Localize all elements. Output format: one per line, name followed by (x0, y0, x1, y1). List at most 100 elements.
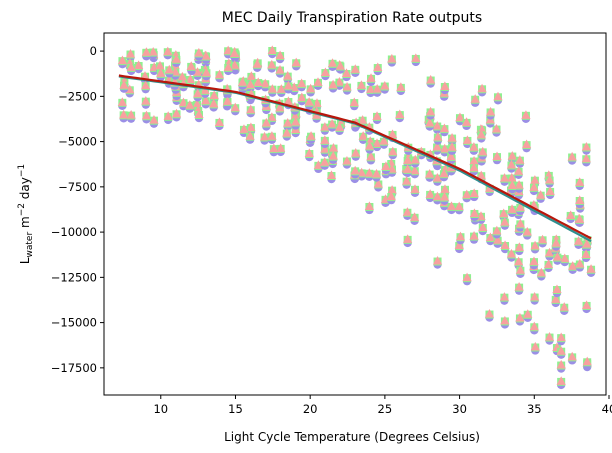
point-triangle (306, 131, 316, 140)
point-triangle (387, 129, 398, 138)
y-axis-ticks: 0 −2500 −5000 −7500 −10000 −12500 −15000 −17500 (51, 44, 104, 375)
point-triangle (411, 53, 421, 62)
point-triangle (171, 108, 182, 118)
point-triangle (209, 98, 219, 108)
point-triangle (275, 64, 285, 74)
point-triangle (117, 97, 127, 106)
point-triangle (556, 346, 566, 355)
point-triangle (246, 104, 256, 114)
point-triangle (371, 168, 382, 178)
point-triangle (500, 240, 510, 250)
point-triangle (478, 146, 488, 156)
point-triangle (328, 143, 339, 152)
point-triangle (246, 122, 256, 132)
point-triangle (245, 79, 255, 89)
point-triangle (297, 92, 307, 102)
point-triangle (537, 234, 548, 244)
y-tick-label: −5000 (58, 135, 97, 149)
point-triangle (372, 111, 382, 120)
point-triangle (125, 48, 136, 58)
point-triangle (586, 264, 596, 273)
point-triangle (260, 78, 270, 88)
point-triangle (335, 60, 345, 70)
point-triangle (237, 77, 248, 86)
y-tick-label: 0 (90, 44, 97, 58)
point-triangle (334, 122, 345, 131)
point-triangle (320, 135, 330, 144)
point-triangle (149, 115, 159, 124)
point-triangle (304, 97, 314, 106)
x-tick-label: 40 (602, 402, 612, 416)
point-triangle (328, 79, 338, 89)
point-triangle (477, 83, 487, 93)
point-triangle (320, 67, 330, 77)
point-triangle (470, 94, 480, 103)
point-triangle (163, 111, 173, 120)
point-triangle (230, 60, 240, 69)
point-triangle (366, 84, 376, 93)
point-triangle (403, 155, 413, 164)
point-triangle (469, 231, 479, 240)
point-triangle (559, 302, 569, 311)
point-triangle (425, 106, 436, 116)
point-triangle (573, 236, 584, 245)
point-triangle (514, 256, 524, 266)
point-triangle (514, 282, 524, 291)
point-triangle (551, 237, 561, 247)
point-triangle (506, 248, 517, 258)
point-triangle (544, 331, 555, 341)
point-triangle (366, 73, 376, 82)
point-triangle (186, 61, 196, 70)
point-triangle (194, 47, 204, 57)
point-triangle (351, 148, 361, 157)
point-triangle (356, 80, 367, 89)
point-triangle (478, 222, 488, 232)
point-triangle (446, 151, 456, 161)
point-triangle (530, 175, 540, 184)
point-triangle (581, 249, 591, 258)
point-triangle (536, 267, 546, 277)
point-triangle (476, 129, 486, 139)
point-triangle (134, 60, 144, 70)
point-triangle (523, 309, 533, 318)
point-triangle (440, 184, 450, 193)
y-tick-label: −10000 (51, 225, 97, 239)
point-triangle (440, 143, 450, 153)
point-triangle (425, 169, 435, 178)
point-triangle (439, 168, 449, 178)
point-triangle (177, 71, 187, 81)
point-triangle (484, 308, 495, 318)
point-triangle (119, 109, 129, 119)
point-triangle (222, 96, 233, 105)
point-triangle (582, 356, 592, 366)
point-triangle (373, 62, 383, 72)
point-triangle (387, 185, 397, 194)
point-triangle (342, 155, 352, 165)
point-triangle (556, 332, 566, 342)
point-triangle (469, 162, 479, 172)
point-triangle (267, 131, 277, 140)
point-triangle (536, 190, 546, 199)
point-triangle (567, 351, 577, 361)
point-triangle (556, 359, 566, 369)
point-triangle (125, 84, 135, 94)
point-triangle (552, 252, 563, 261)
point-triangle (529, 182, 539, 191)
y-tick-label: −2500 (58, 89, 97, 103)
point-triangle (327, 58, 338, 67)
point-triangle (545, 186, 555, 195)
x-tick-label: 30 (452, 402, 467, 416)
point-triangle (515, 202, 525, 211)
point-triangle (556, 376, 566, 385)
point-triangle (477, 124, 487, 134)
point-triangle (290, 111, 300, 120)
point-triangle (185, 74, 195, 84)
point-triangle (492, 225, 502, 235)
point-triangle (373, 178, 383, 188)
point-triangle (291, 116, 301, 126)
point-triangle (192, 67, 203, 76)
point-triangle (567, 151, 577, 161)
y-tick-label: −7500 (58, 180, 97, 194)
point-triangle (269, 143, 279, 153)
point-triangle (201, 51, 211, 60)
